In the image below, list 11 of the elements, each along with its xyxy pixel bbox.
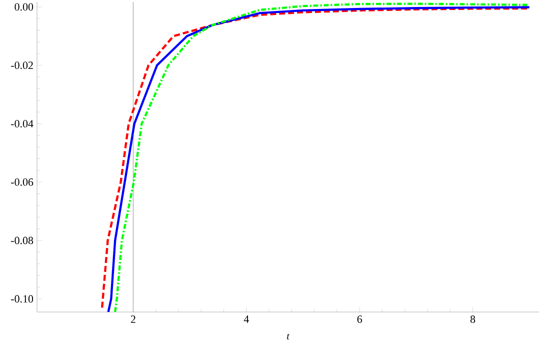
y-tick-label: -0.06: [11, 178, 34, 186]
x-tick-label: 6: [357, 316, 362, 323]
y-tick-label: 0.00: [14, 3, 34, 11]
x-tick-label: 8: [470, 316, 476, 323]
x-tick-label: 4: [244, 316, 249, 323]
y-tick-label: -0.08: [11, 236, 34, 244]
x-axis-title: t: [287, 334, 290, 340]
y-tick-label: -0.10: [11, 295, 34, 303]
x-tick-label: 2: [130, 316, 136, 323]
y-tick-label: -0.02: [11, 62, 33, 70]
y-tick-label: -0.04: [11, 120, 34, 128]
